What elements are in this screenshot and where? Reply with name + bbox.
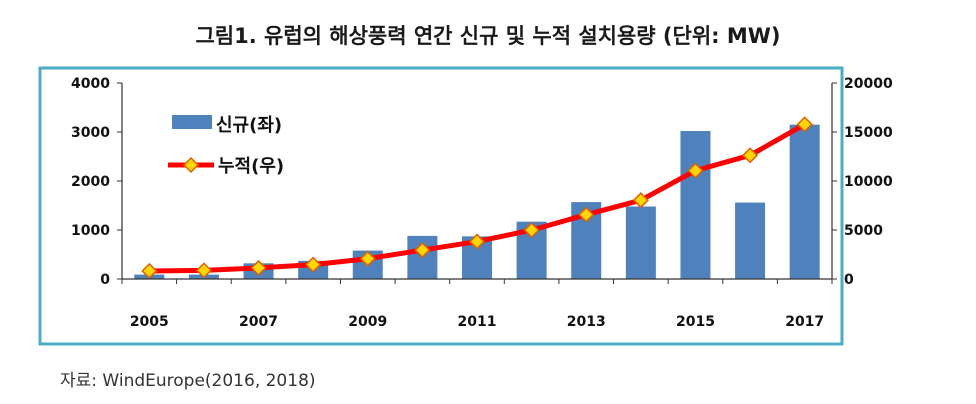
bar-2015 [680,131,711,279]
right-tick-label: 5000 [844,223,883,239]
line-point-2015 [687,162,704,179]
left-tick-label: 2000 [71,174,110,190]
line-point-2007 [250,259,267,276]
line-point-2006 [195,262,212,279]
chart-title: 그림1. 유럽의 해상풍력 연간 신규 및 누적 설치용량 (단위: MW) [195,24,781,48]
bar-2016 [735,202,766,279]
legend-bar-label: 신규(좌) [216,115,282,136]
line-point-2005 [141,262,158,280]
right-tick-label: 10000 [844,174,893,190]
x-tick-label: 2007 [239,314,278,330]
line-point-2013 [578,206,595,223]
right-tick-label: 0 [844,272,854,288]
line-point-2017 [796,116,813,133]
x-tick-label: 2017 [785,314,824,330]
x-tick-label: 2013 [567,314,606,330]
x-tick-label: 2009 [348,314,387,330]
bar-2014 [625,206,656,279]
line-point-2009 [359,250,376,267]
left-tick-label: 3000 [71,125,110,141]
x-tick-label: 2011 [458,314,497,330]
x-tick-label: 2015 [676,314,715,330]
chart-frame [38,66,844,346]
bar-2017 [789,124,820,280]
legend-line-marker [182,156,200,174]
line-point-2016 [742,147,759,164]
right-tick-label: 15000 [844,125,893,141]
line-point-2008 [305,256,322,273]
line-point-2010 [414,242,431,259]
legend-bar-swatch [172,115,212,129]
source-note: 자료: WindEurope(2016, 2018) [60,371,316,391]
x-tick-label: 2005 [130,314,169,330]
left-tick-label: 4000 [71,76,110,92]
line-point-2011 [468,233,486,250]
left-tick-label: 1000 [71,223,110,239]
left-tick-label: 0 [100,272,110,288]
legend: 신규(좌) 누적(우) [168,115,284,177]
legend-line-label: 누적(우) [218,156,284,177]
line-point-2012 [523,222,540,239]
right-tick-label: 20000 [844,76,893,92]
line-point-2014 [632,192,649,209]
